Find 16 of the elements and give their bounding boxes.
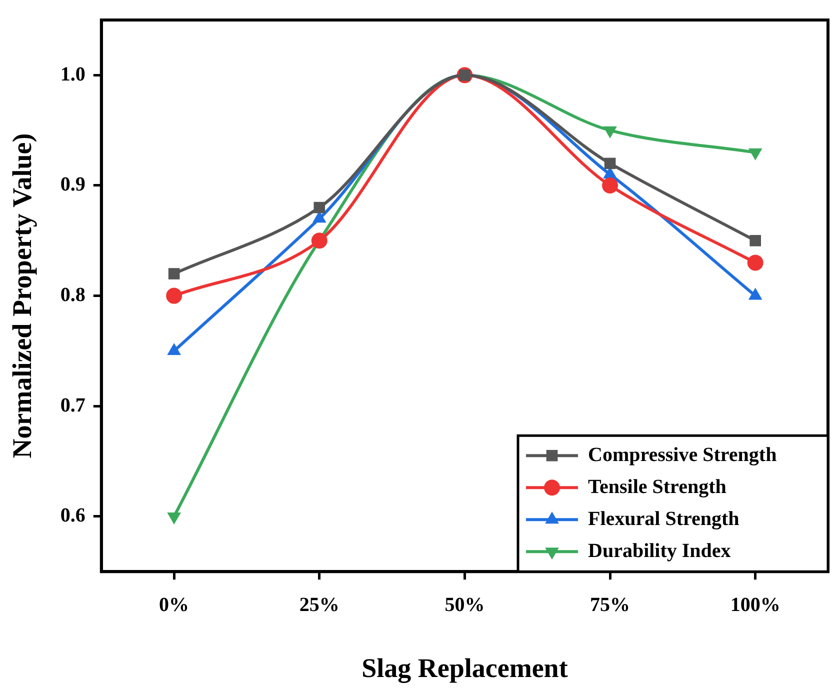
legend-label: Compressive Strength: [588, 444, 777, 466]
legend-label: Flexural Strength: [588, 508, 740, 530]
x-tick-label: 100%: [730, 594, 780, 616]
x-tick-label: 0%: [159, 594, 190, 616]
y-tick-label: 1.0: [60, 63, 86, 86]
y-tick-label: 0.8: [60, 284, 86, 306]
x-tick-label: 25%: [299, 594, 340, 616]
y-tick-label: 0.6: [60, 504, 86, 527]
y-tick-label: 0.9: [60, 174, 86, 196]
legend-label: Tensile Strength: [588, 476, 726, 498]
legend-label: Durability Index: [588, 540, 731, 562]
x-tick-label: 75%: [590, 594, 630, 616]
y-tick-label: 0.7: [60, 394, 86, 416]
y-axis-title: Normalized Property Value): [7, 133, 38, 458]
x-tick-label: 50%: [444, 594, 485, 616]
x-axis-title: Slag Replacement: [362, 652, 568, 683]
